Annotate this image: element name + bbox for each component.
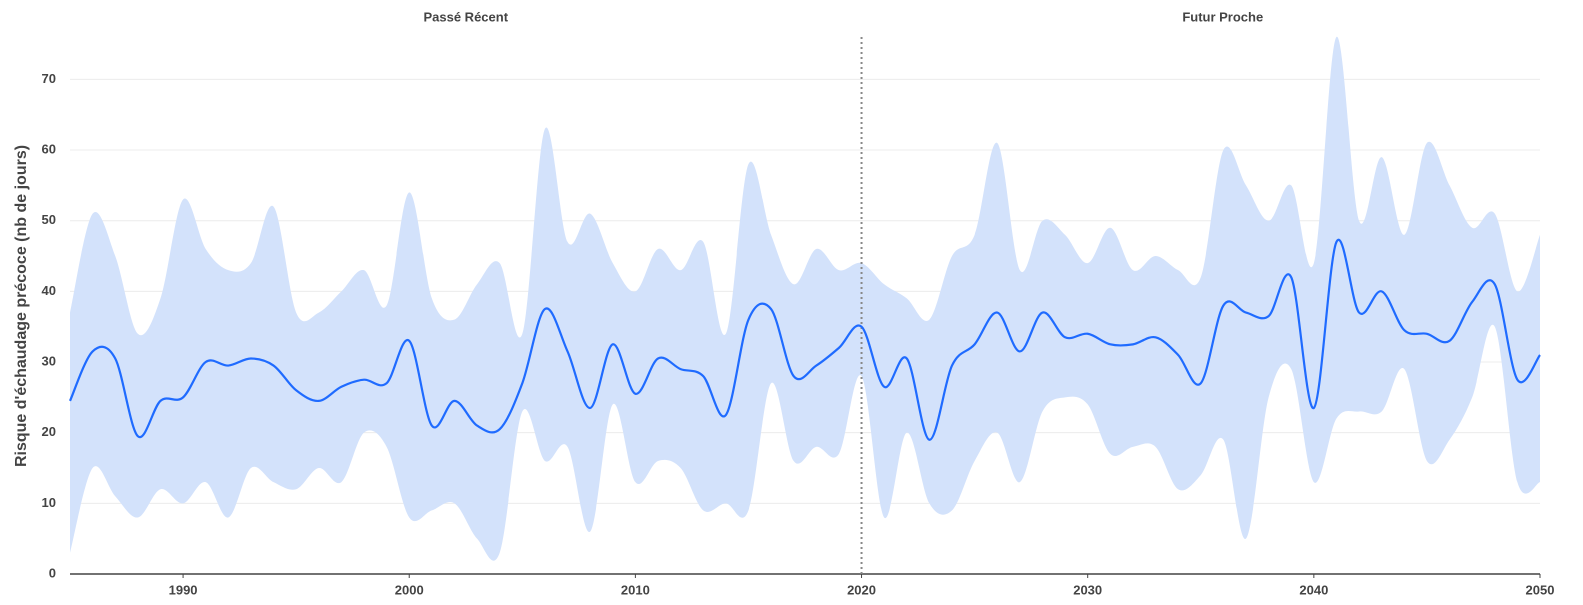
annotation: Futur Proche (1182, 9, 1263, 24)
y-axis-label: Risque d'échaudage précoce (nb de jours) (13, 145, 30, 467)
x-tick-label: 2040 (1299, 582, 1328, 597)
y-tick-label: 70 (42, 71, 56, 86)
y-tick-label: 10 (42, 495, 56, 510)
y-tick-label: 50 (42, 212, 56, 227)
x-tick-label: 2000 (395, 582, 424, 597)
confidence-band (70, 36, 1540, 561)
x-tick-label: 1990 (169, 582, 198, 597)
annotation: Passé Récent (423, 9, 508, 24)
y-tick-label: 0 (49, 565, 56, 580)
line (68, 238, 1541, 441)
x-tick-label: 2030 (1073, 582, 1102, 597)
x-tick-label: 2020 (847, 582, 876, 597)
y-tick-label: 30 (42, 353, 56, 368)
y-tick-label: 20 (42, 424, 56, 439)
y-tick-label: 60 (42, 141, 56, 156)
x-tick-label: 2010 (621, 582, 650, 597)
x-tick-label: 2050 (1526, 582, 1555, 597)
y-tick-label: 40 (42, 283, 56, 298)
